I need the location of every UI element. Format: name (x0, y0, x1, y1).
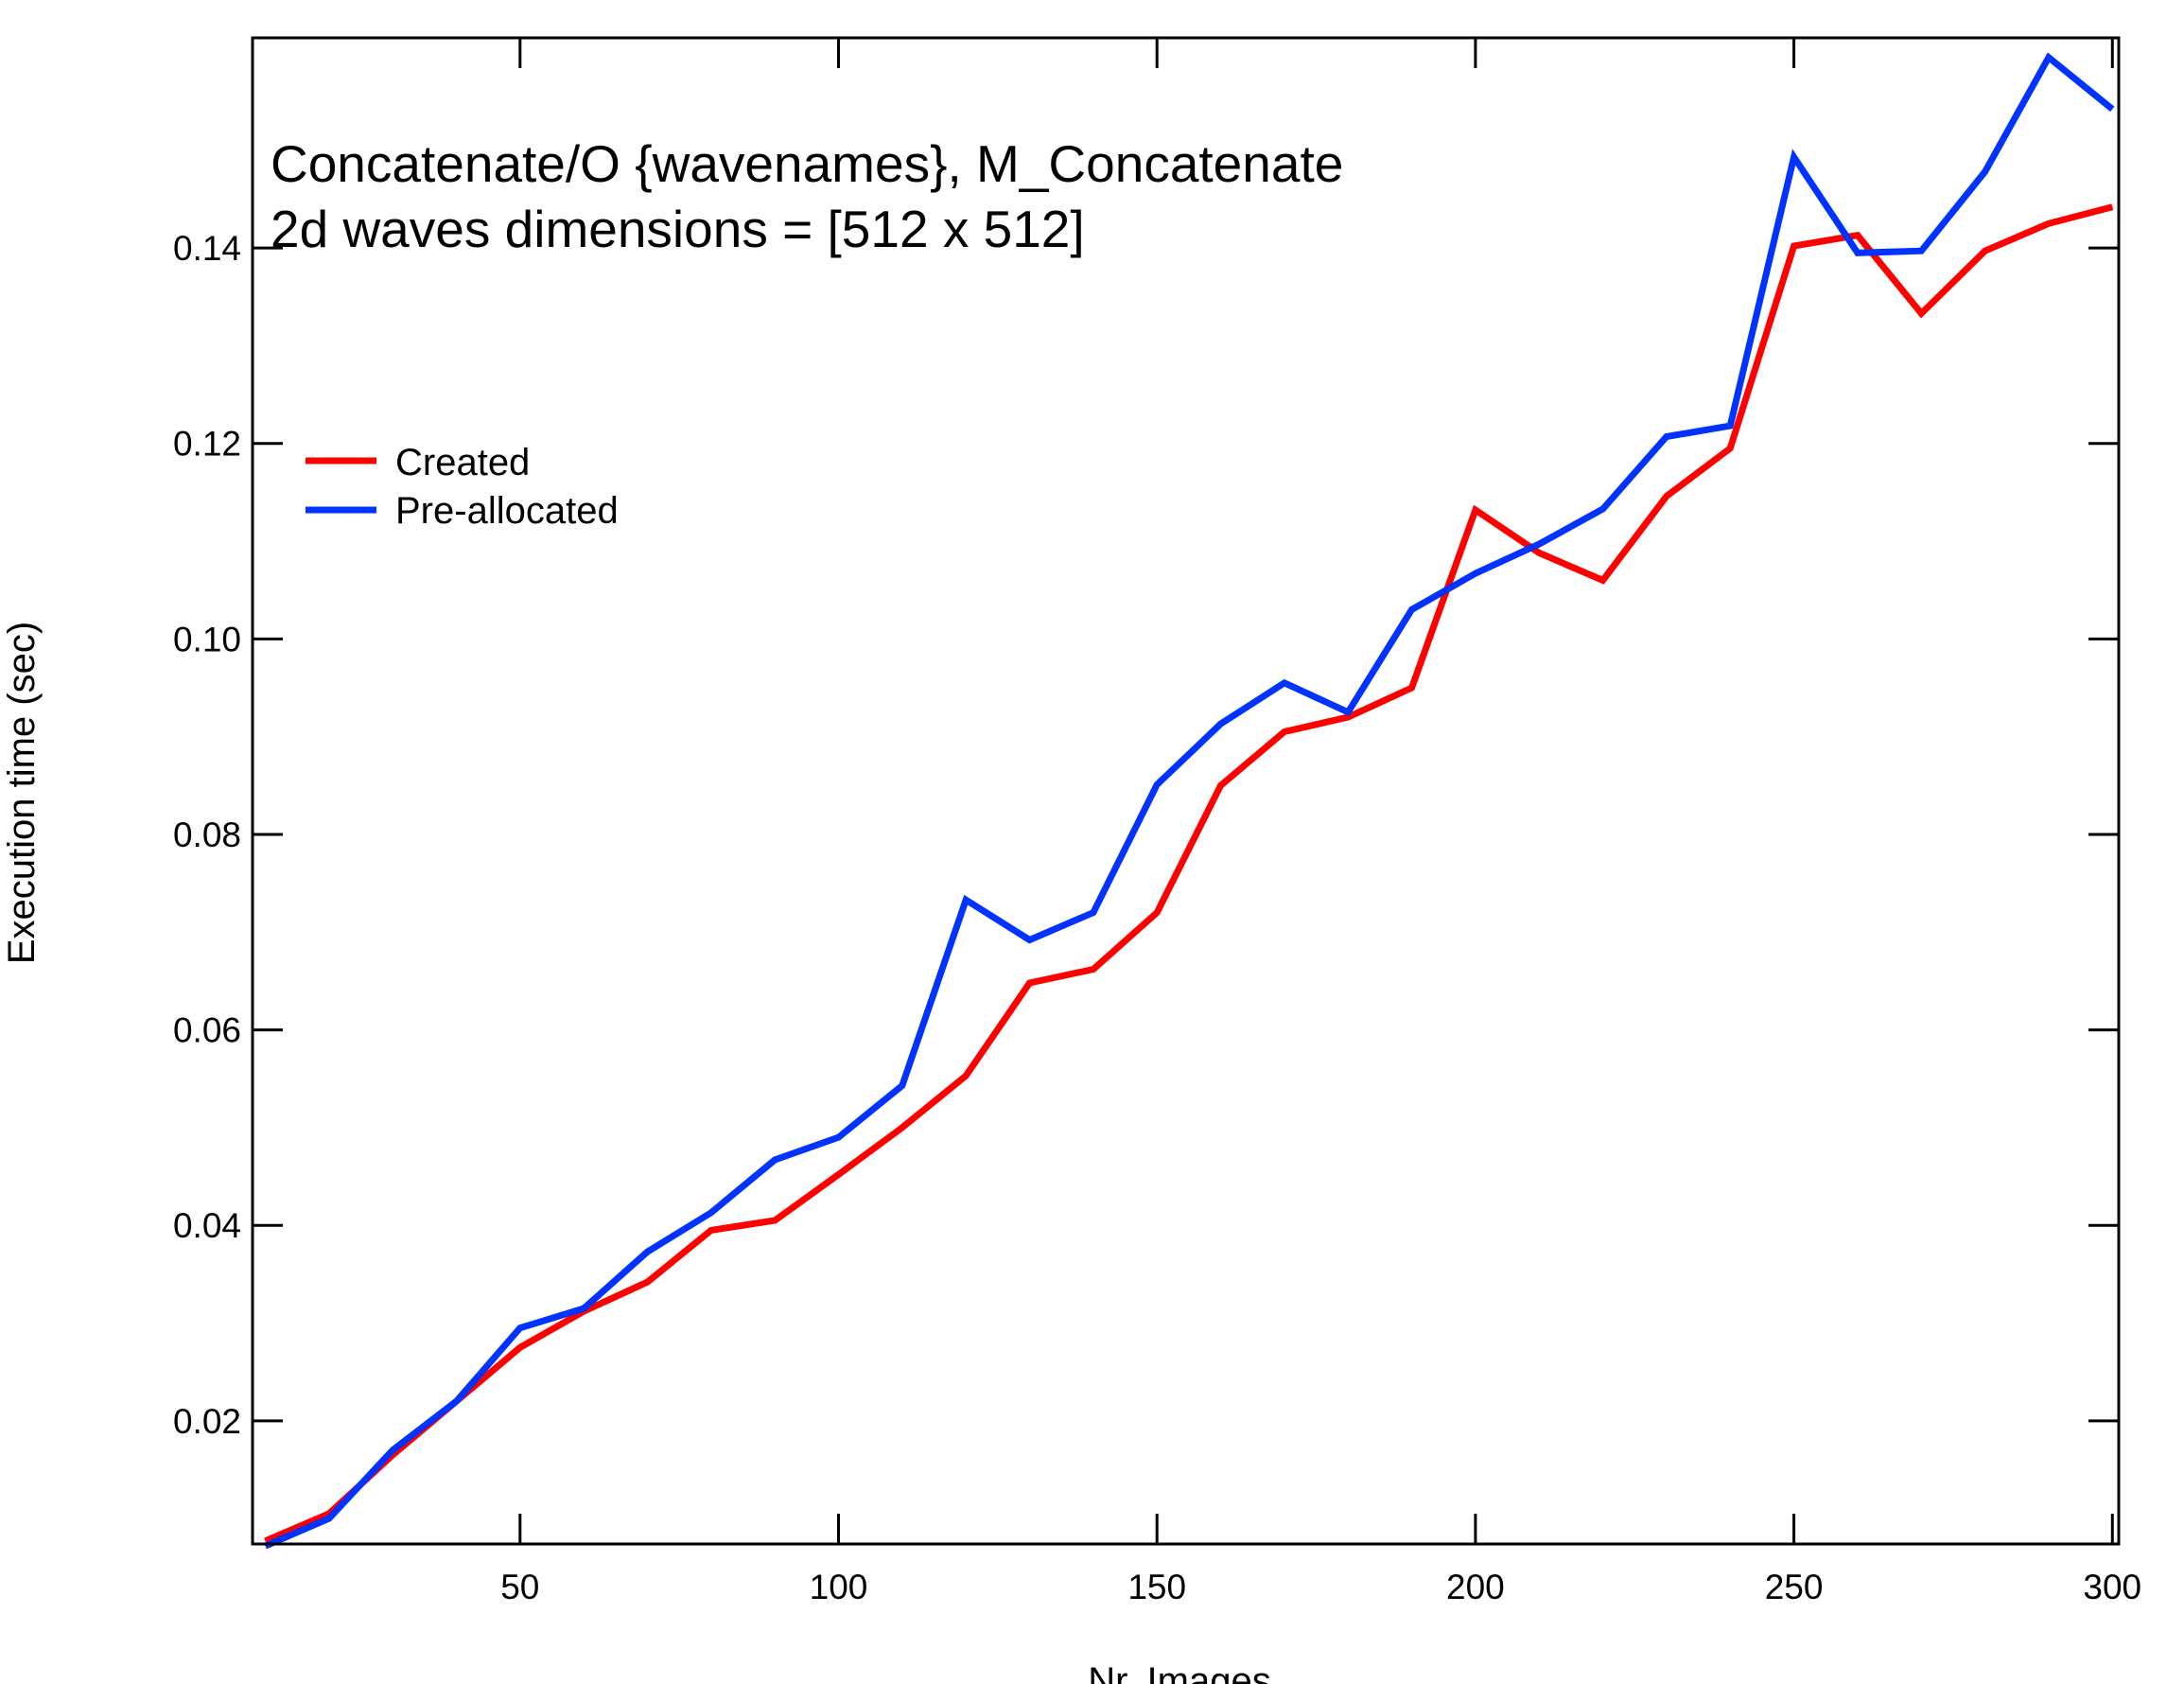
x-tick-label: 150 (1127, 1568, 1186, 1606)
y-tick-label: 0.06 (173, 1011, 241, 1050)
chart-title: Concatenate/O {wavenames}, M_Concatenate… (271, 134, 1343, 258)
y-axis-label: Execution time (sec) (1, 622, 43, 964)
y-tick-label: 0.04 (173, 1206, 241, 1245)
y-tick-label: 0.12 (173, 425, 241, 464)
x-tick-label: 300 (2083, 1568, 2141, 1606)
y-tick-label: 0.02 (173, 1402, 241, 1441)
y-axis: 0.02 0.04 0.06 0.08 0.10 0.12 0.14 (173, 229, 2119, 1441)
legend-label-pre-allocated: Pre-allocated (395, 490, 619, 532)
series-line-created (264, 203, 2114, 1545)
series-layer (264, 52, 2115, 1550)
x-tick-label: 50 (500, 1568, 539, 1606)
y-tick-label: 0.10 (173, 620, 241, 658)
y-tick-label: 0.08 (173, 816, 241, 854)
legend: Created Pre-allocated (306, 442, 619, 532)
series-line-pre-allocated (264, 52, 2115, 1550)
plot-frame (251, 36, 2121, 1546)
x-tick-label: 250 (1765, 1568, 1824, 1606)
y-tick-label: 0.14 (173, 229, 241, 268)
legend-label-created: Created (395, 442, 530, 483)
title-line-1: Concatenate/O {wavenames}, M_Concatenate (271, 134, 1343, 193)
x-axis: 50 100 150 200 250 300 (500, 38, 2141, 1606)
title-line-2: 2d waves dimensions = [512 x 512] (271, 200, 1085, 258)
x-tick-label: 200 (1446, 1568, 1505, 1606)
x-axis-label: Nr. Images (1088, 1660, 1270, 1684)
x-tick-label: 100 (810, 1568, 868, 1606)
